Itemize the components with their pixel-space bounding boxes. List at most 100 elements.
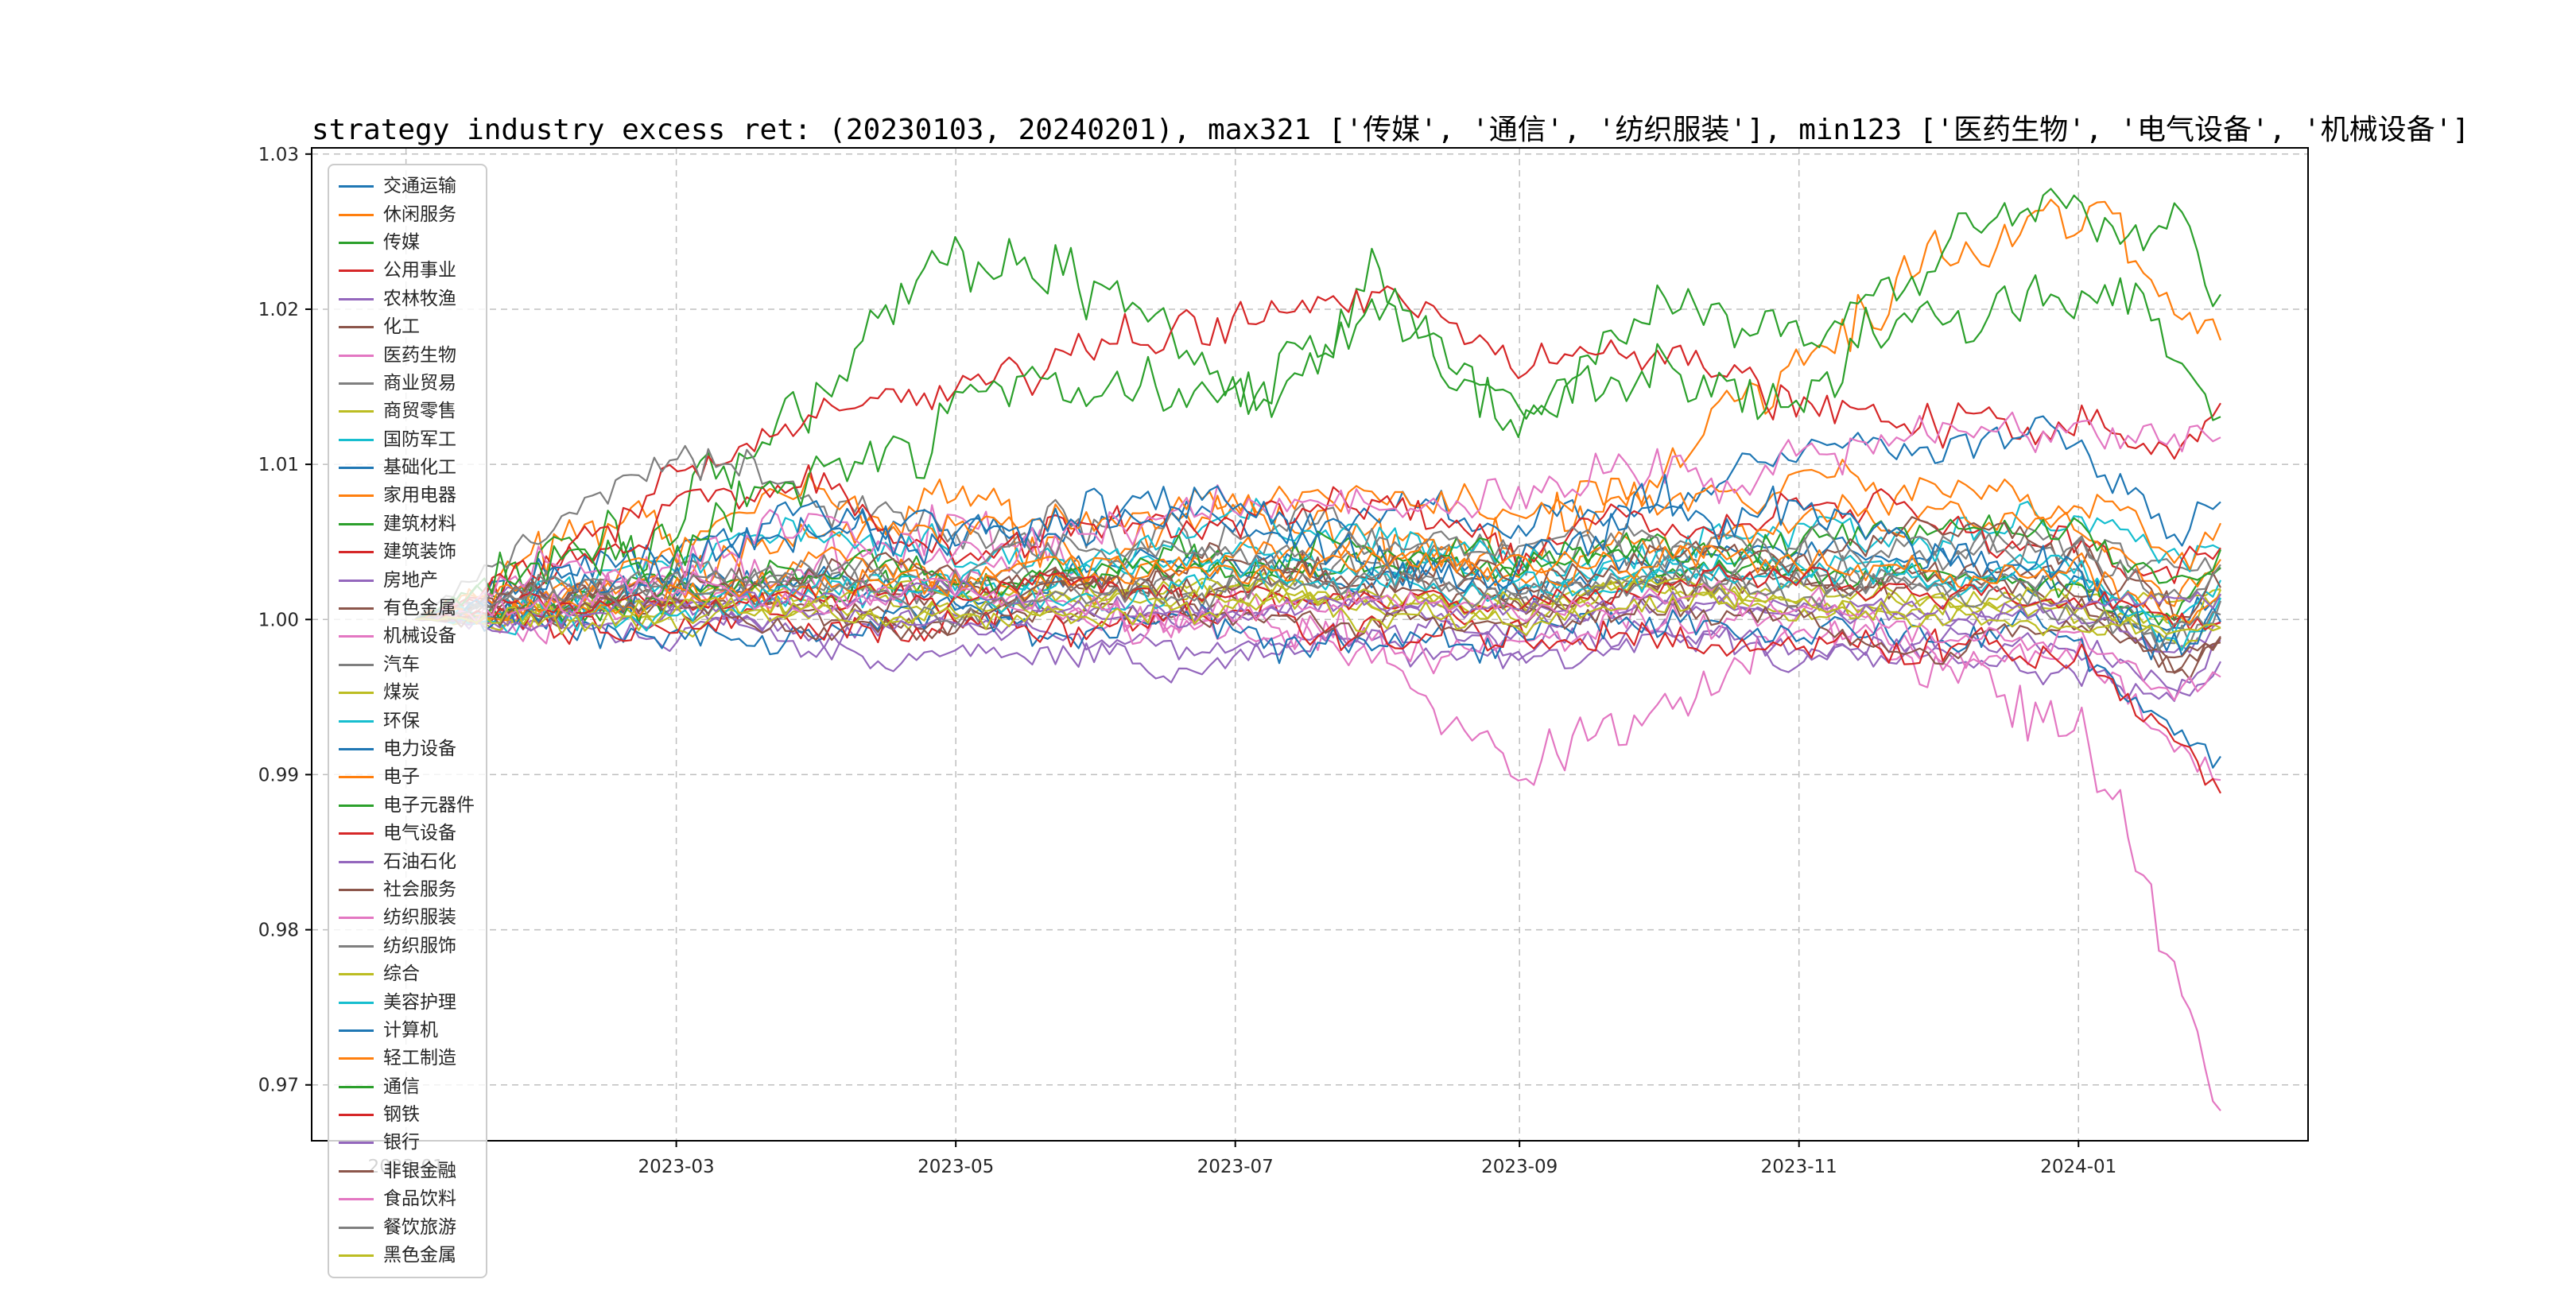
y-tick-label: 1.01	[258, 455, 299, 475]
legend-item: 非银金融	[339, 1157, 475, 1185]
legend-item: 综合	[339, 960, 475, 988]
legend-item: 电子	[339, 763, 475, 791]
legend-swatch	[339, 213, 374, 216]
legend-item: 电力设备	[339, 735, 475, 763]
legend-label: 机械设备	[383, 626, 456, 647]
legend-swatch	[339, 269, 374, 273]
legend-swatch	[339, 1057, 374, 1060]
legend-label: 传媒	[383, 231, 420, 253]
legend-item: 休闲服务	[339, 200, 475, 228]
legend-item: 农林牧渔	[339, 285, 475, 313]
legend-item: 环保	[339, 707, 475, 735]
legend-label: 有色金属	[383, 598, 456, 619]
legend-swatch	[339, 748, 374, 750]
legend-item: 国防军工	[339, 426, 475, 454]
legend-label: 房地产	[383, 569, 438, 591]
legend-item: 化工	[339, 313, 475, 341]
legend-item: 汽车	[339, 651, 475, 679]
series-line	[414, 568, 2221, 701]
series-line	[414, 188, 2221, 621]
legend-label: 计算机	[383, 1019, 438, 1041]
x-tick-label: 2023-09	[1481, 1157, 1558, 1177]
legend-swatch	[339, 719, 374, 723]
x-tick-label: 2023-11	[1761, 1157, 1837, 1177]
legend-item: 建筑材料	[339, 510, 475, 538]
legend-item: 家用电器	[339, 482, 475, 510]
legend-label: 美容护理	[383, 991, 456, 1013]
series-line	[414, 516, 2221, 621]
legend-label: 轻工制造	[383, 1048, 456, 1069]
legend-label: 汽车	[383, 653, 420, 675]
series-line	[414, 560, 2221, 652]
legend-item: 基础化工	[339, 454, 475, 482]
legend-swatch	[339, 1169, 374, 1173]
legend-label: 商业贸易	[383, 372, 456, 394]
legend-swatch	[339, 494, 374, 498]
legend-item: 电气设备	[339, 820, 475, 847]
x-tick-label: 2023-05	[918, 1157, 994, 1177]
series-line	[414, 591, 2221, 794]
legend-label: 交通运输	[383, 176, 456, 197]
legend-label: 通信	[383, 1076, 420, 1097]
legend-label: 休闲服务	[383, 204, 456, 225]
legend-label: 家用电器	[383, 485, 456, 506]
series-line	[414, 504, 2221, 1111]
legend-swatch	[339, 917, 374, 920]
legend-label: 建筑材料	[383, 513, 456, 534]
legend-label: 煤炭	[383, 682, 420, 704]
legend-swatch	[339, 185, 374, 188]
y-tick-label: 0.98	[258, 921, 299, 941]
legend-item: 纺织服饰	[339, 932, 475, 960]
y-tick-label: 1.02	[258, 300, 299, 320]
legend-label: 综合	[383, 963, 420, 985]
legend-swatch	[339, 1198, 374, 1201]
series-line	[414, 579, 2221, 649]
legend-swatch	[339, 1001, 374, 1004]
legend-swatch	[339, 804, 374, 807]
legend-swatch	[339, 467, 374, 470]
legend-swatch	[339, 1085, 374, 1088]
series-line	[414, 274, 2221, 621]
legend-item: 传媒	[339, 229, 475, 257]
legend-item: 通信	[339, 1073, 475, 1101]
legend-swatch	[339, 438, 374, 441]
legend-item: 银行	[339, 1129, 475, 1157]
legend-swatch	[339, 551, 374, 554]
series-line	[414, 586, 2221, 637]
legend-label: 化工	[383, 316, 420, 338]
legend-item: 计算机	[339, 1017, 475, 1045]
legend-item: 电子元器件	[339, 792, 475, 820]
series-line	[414, 411, 2221, 621]
legend-item: 房地产	[339, 566, 475, 594]
legend-swatch	[339, 297, 374, 300]
legend-swatch	[339, 241, 374, 244]
series-line	[414, 568, 2221, 781]
legend-item: 建筑装饰	[339, 538, 475, 566]
legend-swatch	[339, 663, 374, 666]
legend-label: 钢铁	[383, 1104, 420, 1126]
legend-swatch	[339, 354, 374, 357]
legend-label: 餐饮旅游	[383, 1216, 456, 1238]
legend-item: 餐饮旅游	[339, 1213, 475, 1241]
legend-item: 医药生物	[339, 341, 475, 369]
legend-label: 农林牧渔	[383, 288, 456, 309]
legend-swatch	[339, 607, 374, 611]
legend-label: 纺织服饰	[383, 935, 456, 956]
legend-item: 公用事业	[339, 257, 475, 285]
legend: 交通运输 休闲服务 传媒 公用事业 农林牧渔 化工 医药生物 商业贸易 商贸零售 国防军工 基础化工…	[328, 164, 487, 1279]
y-tick-label: 1.03	[258, 145, 299, 165]
legend-swatch	[339, 692, 374, 695]
legend-item: 石油石化	[339, 847, 475, 875]
y-tick-label: 0.99	[258, 765, 299, 785]
legend-label: 环保	[383, 710, 420, 731]
legend-swatch	[339, 635, 374, 638]
x-tick-label: 2023-07	[1197, 1157, 1274, 1177]
legend-swatch	[339, 1142, 374, 1145]
legend-label: 国防军工	[383, 428, 456, 450]
legend-item: 有色金属	[339, 595, 475, 622]
x-tick-label: 2024-01	[2040, 1157, 2116, 1177]
legend-item: 钢铁	[339, 1101, 475, 1129]
legend-item: 纺织服装	[339, 904, 475, 932]
legend-swatch	[339, 1254, 374, 1258]
